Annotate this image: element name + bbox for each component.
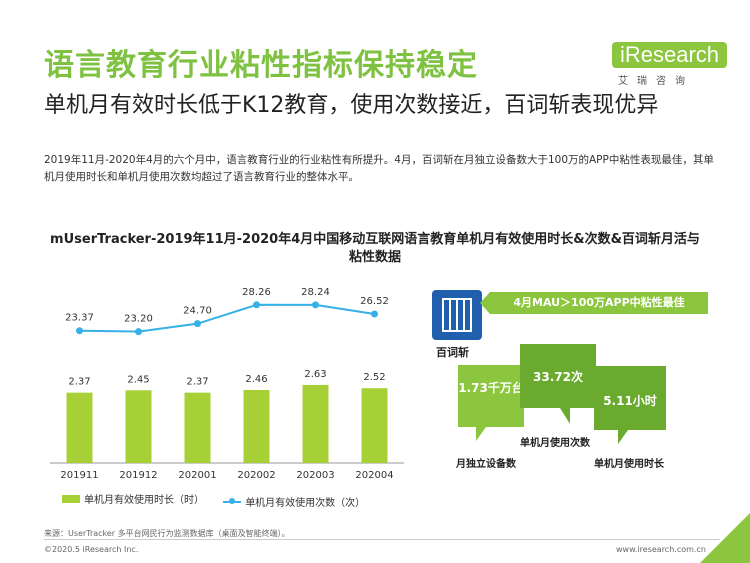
bar-202004 xyxy=(361,388,388,463)
stat-label-duration: 单机月使用时长 xyxy=(594,459,664,470)
bar-201912 xyxy=(125,390,152,463)
data-source: 来源：UserTracker 多平台网民行为监测数据库（桌面及智能终端）。 xyxy=(44,529,290,538)
stat-label-devices: 月独立设备数 xyxy=(456,459,516,470)
bubble-tail-duration xyxy=(618,430,628,444)
copyright: ©2020.5 iResearch Inc. xyxy=(44,545,139,554)
stat-bubble-duration: 5.11小时 xyxy=(594,366,666,430)
legend-item-bar: 单机月有效使用时长（时） xyxy=(62,491,204,506)
bar-202002 xyxy=(243,389,270,463)
bar-label-202004: 2.52 xyxy=(363,372,385,383)
line-label-202003: 28.24 xyxy=(301,287,330,298)
stat-bubble-sessions: 33.72次 xyxy=(520,344,596,408)
legend-swatch-line xyxy=(223,497,242,504)
x-tick-202003: 202003 xyxy=(296,470,334,481)
x-tick-202002: 202002 xyxy=(237,470,275,481)
bar-202001 xyxy=(184,392,211,463)
line-label-202002: 28.26 xyxy=(242,287,271,298)
x-tick-202001: 202001 xyxy=(178,470,216,481)
line-point-201912 xyxy=(135,328,142,336)
page-title: 语言教育行业粘性指标保持稳定 xyxy=(44,48,478,83)
stat-value-sessions: 33.72次 xyxy=(533,370,583,384)
x-tick-201911: 201911 xyxy=(60,470,98,481)
line-label-201912: 23.20 xyxy=(124,314,153,325)
line-point-202003 xyxy=(312,301,319,309)
line-point-202002 xyxy=(253,301,260,309)
bar-label-202001: 2.37 xyxy=(186,377,208,388)
line-label-202001: 24.70 xyxy=(183,306,212,317)
legend-swatch-bar xyxy=(62,494,80,503)
line-label-201911: 23.37 xyxy=(65,313,94,324)
logo-text: iResearch xyxy=(612,42,728,68)
page-description: 2019年11月-2020年4月的六个月中，语言教育行业的行业粘性有所提升。4月… xyxy=(44,154,714,183)
line-point-201911 xyxy=(76,327,83,335)
line-label-202004: 26.52 xyxy=(360,296,389,307)
logo-subtext: 艾瑞咨询 xyxy=(618,76,694,87)
bar-202003 xyxy=(302,384,329,463)
bar-label-202003: 2.63 xyxy=(304,369,326,380)
series-line-sessions xyxy=(79,303,375,333)
stat-value-devices: 1.73千万台 xyxy=(458,381,524,395)
footer-divider xyxy=(44,539,720,540)
stat-label-sessions: 单机月使用次数 xyxy=(520,438,590,449)
x-tick-201912: 201912 xyxy=(119,470,157,481)
stat-value-duration: 5.11小时 xyxy=(603,394,657,408)
chart-title: mUserTracker-2019年11月-2020年4月中国移动互联网语言教育… xyxy=(50,232,700,265)
baicizhan-app-icon xyxy=(432,290,482,340)
bar-201911 xyxy=(66,392,93,463)
line-point-202004 xyxy=(371,310,378,318)
bar-label-202002: 2.46 xyxy=(245,374,267,385)
bubble-tail-devices xyxy=(476,427,486,441)
bar-label-201911: 2.37 xyxy=(68,377,90,388)
stat-bubble-devices: 1.73千万台 xyxy=(458,365,524,427)
bubble-tail-sessions xyxy=(560,408,570,424)
iresearch-logo: iResearch 艾瑞咨询 xyxy=(612,42,732,87)
legend-item-line: 单机月有效使用次数（次） xyxy=(223,494,365,509)
app-name: 百词斩 xyxy=(436,346,469,359)
legend-label-line: 单机月有效使用次数（次） xyxy=(245,498,366,509)
legend-label-bar: 单机月有效使用时长（时） xyxy=(84,495,204,506)
x-tick-202004: 202004 xyxy=(355,470,393,481)
stickiness-banner: 4月MAU＞100万APP中粘性最佳 xyxy=(480,292,708,314)
usage-combo-chart: 2.37 201911 2.45 201912 2.37 202001 2.46 202002… xyxy=(50,287,404,481)
bar-label-201912: 2.45 xyxy=(127,374,149,385)
page-subtitle: 单机月有效时长低于K12教育，使用次数接近，百词斩表现优异 xyxy=(44,93,659,118)
corner-decoration xyxy=(700,513,750,563)
chart-legend: 单机月有效使用时长（时） 单机月有效使用次数（次） xyxy=(62,491,381,509)
website-link[interactable]: www.iresearch.com.cn xyxy=(616,545,706,554)
line-point-202001 xyxy=(194,320,201,328)
